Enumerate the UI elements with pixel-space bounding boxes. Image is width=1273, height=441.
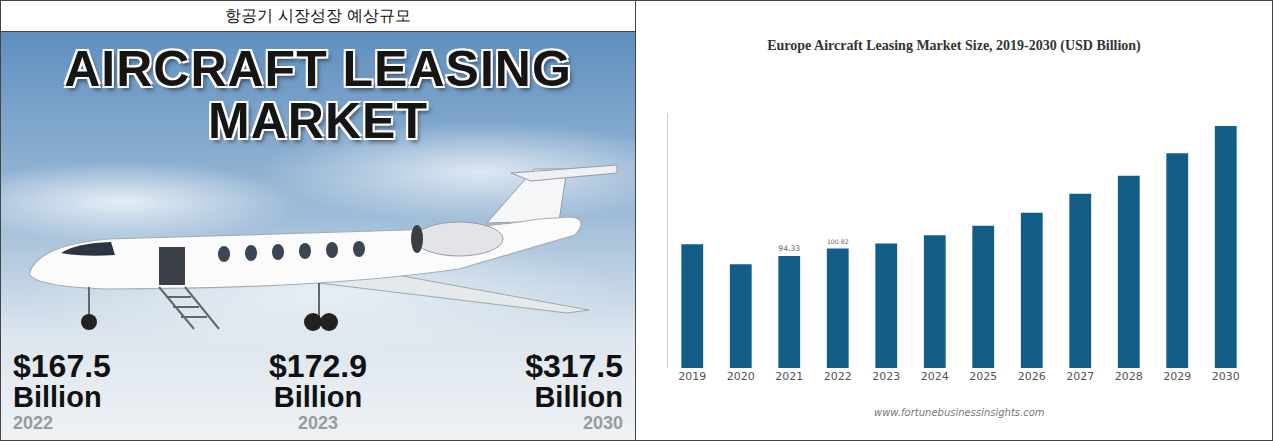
svg-text:Europe Aircraft Leasing Market: Europe Aircraft Leasing Market Size, 201…: [767, 38, 1141, 54]
svg-text:100.82: 100.82: [827, 238, 849, 245]
svg-text:2020: 2020: [727, 370, 755, 383]
html-text:$317.5: $317.5: [525, 348, 623, 384]
svg-text:2022: 2022: [824, 370, 852, 383]
svg-text:2029: 2029: [1163, 370, 1191, 383]
html-text:Billion: Billion: [273, 381, 363, 413]
html-text:$172.9: $172.9: [269, 348, 367, 384]
html-text:Billion: Billion: [534, 381, 623, 413]
html-text:2022: 2022: [13, 413, 53, 433]
html-text:MARKET: MARKET: [208, 93, 428, 149]
svg-text:2024: 2024: [921, 370, 949, 383]
html-text:Billion: Billion: [13, 381, 102, 413]
svg-text:94.33: 94.33: [778, 244, 800, 253]
html-text:2023: 2023: [298, 413, 338, 433]
svg-text:2030: 2030: [1212, 370, 1240, 383]
html-text:항공기 시장성장 예상규모: 항공기 시장성장 예상규모: [224, 6, 412, 25]
svg-text:2028: 2028: [1115, 370, 1143, 383]
html-text:AIRCRAFT LEASING: AIRCRAFT LEASING: [64, 41, 572, 97]
svg-text:www.fortunebusinessinsights.co: www.fortunebusinessinsights.com: [874, 407, 1045, 418]
html-text:2030: 2030: [583, 413, 623, 433]
svg-text:2025: 2025: [969, 370, 997, 383]
html-text:$167.5: $167.5: [13, 348, 111, 384]
svg-text:2021: 2021: [775, 370, 803, 383]
svg-text:2023: 2023: [872, 370, 900, 383]
svg-text:2027: 2027: [1066, 370, 1094, 383]
svg-text:2026: 2026: [1018, 370, 1046, 383]
svg-text:2019: 2019: [678, 370, 706, 383]
